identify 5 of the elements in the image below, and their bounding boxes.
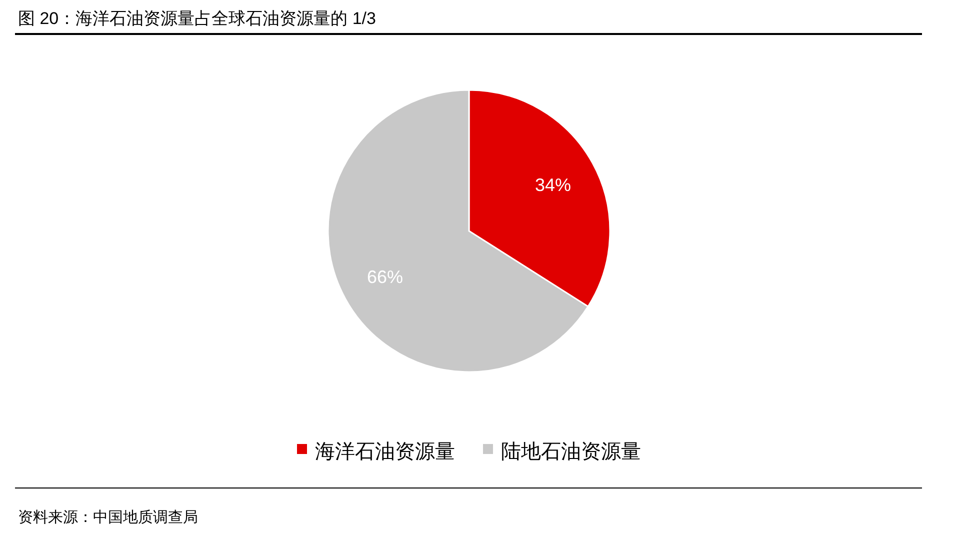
data-label: 34% — [535, 174, 572, 195]
legend-label: 海洋石油资源量 — [315, 441, 455, 463]
legend-label: 陆地石油资源量 — [501, 441, 641, 463]
text: 资料来源：中国地质调查局 — [18, 509, 198, 526]
chart-title: 图 20：海洋石油资源量占全球石油资源量的 1/3 — [18, 9, 376, 28]
